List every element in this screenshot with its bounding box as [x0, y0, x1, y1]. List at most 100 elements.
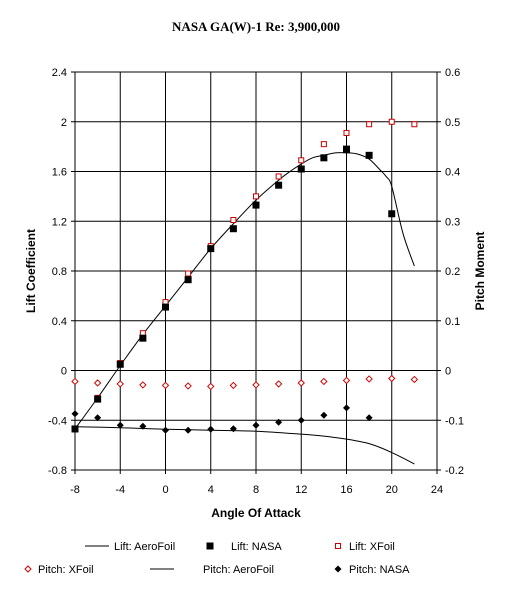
data-point [185, 270, 192, 277]
y-tick-label: 2 [61, 117, 67, 129]
x-tick-label: -8 [70, 484, 80, 496]
data-point [275, 181, 283, 189]
legend-label: Pitch: AeroFoil [203, 564, 274, 576]
legend-marker-swatch [335, 543, 341, 549]
legend-entry: Lift: AeroFoil [85, 541, 175, 553]
data-point [320, 141, 327, 148]
legend-entry: Pitch: NASA [334, 564, 410, 576]
y2-tick-label: 0.3 [445, 216, 460, 228]
data-point [94, 414, 102, 422]
data-point [139, 381, 147, 389]
data-point [411, 121, 418, 128]
x-tick-label: 0 [162, 484, 168, 496]
legend-marker-swatch [24, 565, 32, 573]
series-pitch-aerofoil [74, 426, 415, 465]
data-point [320, 377, 328, 386]
legend-label: Pitch: XFoil [38, 564, 94, 576]
data-point [320, 154, 328, 162]
legend-label: Lift: AeroFoil [114, 541, 175, 553]
y-tick-label: 1.2 [52, 216, 67, 228]
data-point [297, 165, 305, 173]
legend-entry: Pitch: XFoil [24, 564, 94, 576]
data-point [365, 414, 373, 422]
y-tick-label: 0 [61, 366, 67, 378]
data-point [229, 425, 237, 433]
plot-frame [74, 71, 438, 471]
data-point [343, 145, 350, 153]
data-point [139, 422, 147, 430]
series-line [74, 426, 415, 465]
y2-tick-label: -0.2 [445, 465, 464, 477]
data-point [207, 425, 215, 433]
data-point [229, 225, 237, 233]
y2-tick-label: 0.1 [445, 316, 460, 328]
series-lift-nasa [71, 145, 396, 433]
y2-tick-label: -0.1 [445, 415, 464, 427]
legend-label: Lift: XFoil [349, 541, 395, 553]
data-point [297, 379, 305, 387]
y-tick-label: -0.4 [48, 415, 67, 427]
data-point [253, 193, 259, 200]
data-point [116, 380, 124, 388]
data-point [230, 217, 237, 224]
data-point [184, 276, 192, 284]
legend-marker-swatch [206, 542, 214, 550]
data-point [71, 425, 79, 433]
data-point [116, 360, 124, 368]
data-point [365, 151, 373, 159]
data-point [320, 411, 328, 419]
y-tick-label: 1.6 [52, 167, 67, 179]
data-point [342, 376, 351, 385]
data-point [252, 201, 260, 209]
data-point [388, 210, 396, 218]
data-point [71, 377, 79, 386]
data-point [139, 334, 147, 342]
data-point [252, 421, 260, 429]
x-tick-label: 16 [340, 484, 352, 496]
data-point [366, 121, 373, 128]
y2-tick-label: 0.4 [445, 167, 460, 179]
data-point [207, 382, 215, 391]
data-point [297, 416, 305, 424]
data-point [207, 245, 215, 253]
x-tick-label: 20 [386, 484, 398, 496]
legend-label: Pitch: NASA [349, 564, 410, 576]
y-axis-title: Lift Coefficient [24, 229, 38, 313]
x-tick-label: -4 [115, 484, 125, 496]
data-point [365, 375, 373, 383]
data-point [93, 379, 102, 387]
tick-labels: -8 -4 0 4 8 12 16 20 24 -0.8 -0.4 0 0.4 0.8 1.2 1.6 2 2.4… [48, 67, 464, 496]
series-pitch-xfoil [71, 374, 419, 391]
data-point [162, 426, 169, 434]
data-point [71, 410, 79, 418]
legend-entry: Lift: XFoil [335, 541, 395, 553]
y2-axis-title: Pitch Moment [473, 232, 487, 311]
series-lift-aerofoil [74, 152, 415, 430]
data-point [184, 426, 192, 434]
y2-tick-label: 0.6 [445, 67, 460, 79]
data-point [274, 380, 283, 388]
data-point [94, 395, 102, 403]
data-point [275, 173, 282, 180]
data-point [252, 381, 260, 389]
series [71, 118, 419, 465]
series-pitch-nasa [71, 404, 373, 434]
data-point [388, 374, 396, 383]
x-tick-label: 24 [431, 484, 443, 496]
legend: Lift: AeroFoil Lift: NASA Lift: XFoil Pitch… [24, 541, 410, 576]
series-line [74, 152, 415, 430]
y2-tick-label: 0.2 [445, 266, 460, 278]
legend-label: Lift: NASA [231, 541, 282, 553]
data-point [229, 381, 238, 390]
legend-entry: Lift: NASA [206, 541, 282, 553]
legend-entry: Pitch: AeroFoil [150, 564, 274, 576]
data-point [410, 375, 419, 384]
data-point [298, 157, 305, 164]
x-tick-label: 4 [208, 484, 214, 496]
data-point [162, 303, 169, 311]
y-tick-label: 0.4 [52, 316, 67, 328]
data-point [184, 382, 192, 390]
data-point [343, 129, 350, 136]
